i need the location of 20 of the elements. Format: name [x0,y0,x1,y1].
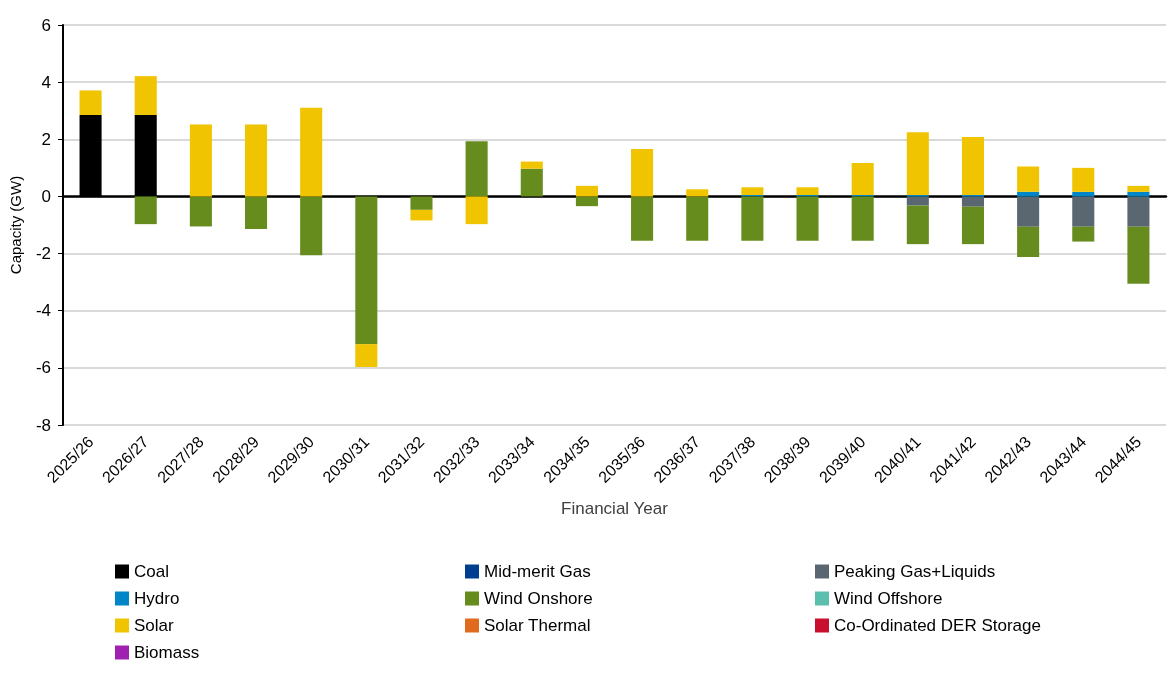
legend-label: Wind Offshore [834,589,943,608]
y-tick-label: -2 [35,244,51,264]
y-tick-label: 2 [41,129,51,149]
legend-label: Mid-merit Gas [484,562,591,581]
x-axis-title: Financial Year [561,499,669,518]
y-tick-label: 0 [41,186,51,206]
legend-label: Solar Thermal [484,616,591,635]
y-axis-title: Capacity (GW) [7,175,24,275]
y-tick-label: -4 [35,301,51,321]
legend-label: Biomass [134,643,200,662]
legend-label: Co-Ordinated DER Storage [834,616,1041,635]
legend-label: Hydro [134,589,180,608]
legend-label: Solar [134,616,175,635]
y-tick-label: -6 [35,358,51,378]
legend-label: Peaking Gas+Liquids [834,562,996,581]
y-tick-label: 6 [41,15,51,35]
legend-label: Wind Onshore [484,589,593,608]
y-tick-label: -8 [35,415,51,435]
legend-label: Coal [134,562,169,581]
y-tick-label: 4 [41,72,51,92]
